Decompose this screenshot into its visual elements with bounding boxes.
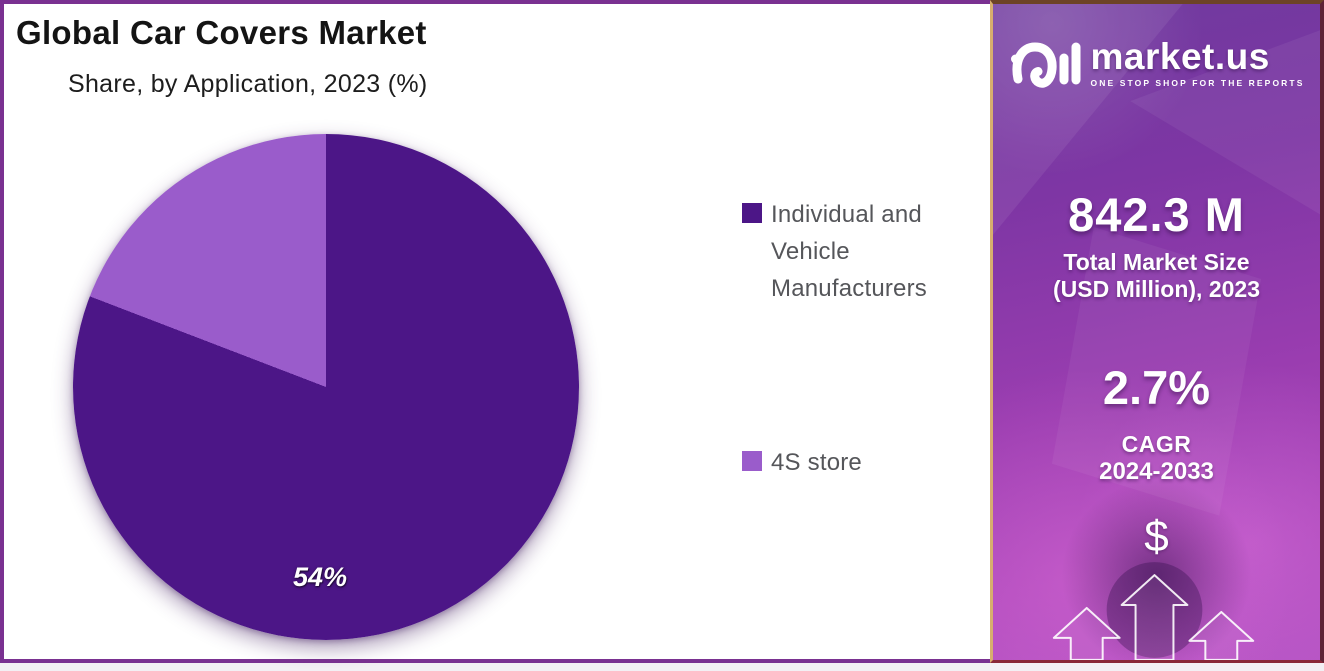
chart-subtitle: Share, by Application, 2023 (%) [68,70,428,98]
legend-label: Individual and Vehicle Manufacturers [771,201,927,302]
legend-swatch-dark-icon [742,203,762,223]
cagr-value: 2.7% [1102,361,1211,414]
total-market-size-value: 842.3 M [1068,188,1245,241]
marketus-logo: market.us ONE STOP SHOP FOR THE REPORTS [993,32,1320,94]
brand-sidebar: market.us ONE STOP SHOP FOR THE REPORTS … [990,0,1324,663]
legend-label: 4S store [771,449,862,476]
logo-tagline: ONE STOP SHOP FOR THE REPORTS [1090,77,1305,88]
marketus-logo-icon [1010,42,1081,88]
legend-item-individual-vehicle-manufacturers: Individual and Vehicle Manufacturers [742,196,927,307]
total-market-size-label: Total Market Size (USD Million), 2023 [1052,249,1261,302]
cagr-label: CAGR [1121,431,1192,457]
pie-chart [73,134,579,640]
logo-wordmark: market.us [1090,35,1270,77]
cagr-period: 2024-2033 [1099,458,1214,485]
legend-item-4s-store: 4S store [742,444,862,481]
pie-slice-label: 54% [293,562,348,592]
growth-arrows-icon [1052,562,1255,660]
legend-swatch-light-icon [742,451,762,471]
dollar-icon: $ [1144,512,1169,561]
chart-title: Global Car Covers Market [16,14,427,51]
